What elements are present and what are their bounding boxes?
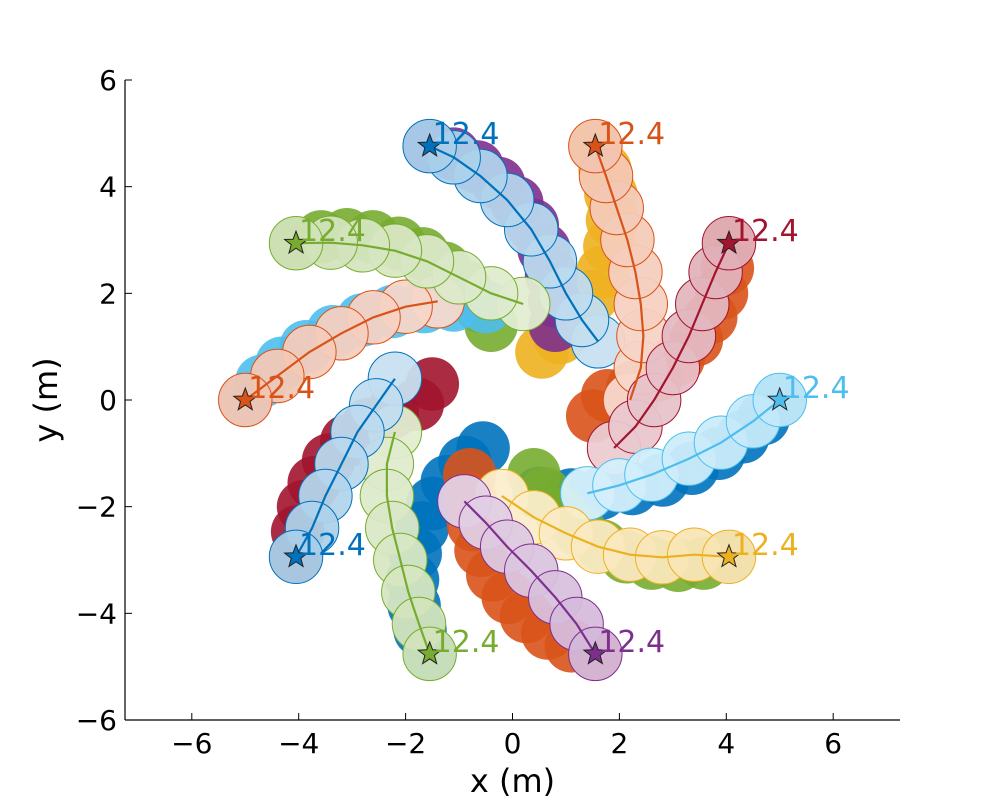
y-tick-label: −6 bbox=[76, 704, 117, 737]
trajectory-line bbox=[429, 145, 599, 342]
goal-star-marker bbox=[283, 543, 309, 568]
x-tick-label: 4 bbox=[717, 727, 735, 760]
time-label: 12.4 bbox=[598, 117, 665, 152]
time-label: 12.4 bbox=[433, 625, 500, 660]
x-tick-label: 2 bbox=[610, 727, 628, 760]
y-tick-label: −4 bbox=[76, 597, 117, 630]
trajectory-line bbox=[385, 431, 431, 655]
goal-star-marker bbox=[582, 132, 609, 157]
time-label: 12.4 bbox=[598, 625, 665, 660]
trajectory-line bbox=[594, 145, 645, 401]
time-label: 12.4 bbox=[433, 117, 500, 152]
x-tick-label: −2 bbox=[385, 727, 426, 760]
y-axis-ticks: −6 −4 −2 0 2 4 6 bbox=[76, 64, 132, 737]
time-labels-layer: 12.4 12.4 12.4 12.4 12.4 12.4 12.4 12.4 12.4 12.4 bbox=[248, 117, 849, 660]
time-label: 12.4 bbox=[732, 528, 799, 563]
trajectory-line bbox=[501, 495, 730, 559]
time-label: 12.4 bbox=[299, 528, 366, 563]
x-tick-label: −6 bbox=[171, 727, 212, 760]
trajectory-line bbox=[613, 242, 730, 449]
y-tick-label: 4 bbox=[99, 171, 117, 204]
goal-star-marker bbox=[716, 543, 742, 568]
y-tick-label: 6 bbox=[99, 64, 117, 97]
trajectory-line bbox=[295, 241, 524, 306]
goal-star-marker bbox=[716, 229, 742, 255]
goal-stars-layer bbox=[232, 132, 793, 665]
y-tick-label: −2 bbox=[76, 491, 117, 524]
goal-star-marker bbox=[232, 386, 259, 411]
trajectory-line bbox=[587, 399, 781, 495]
y-tick-label: 0 bbox=[99, 384, 117, 417]
y-tick-label: 2 bbox=[99, 277, 117, 310]
time-label: 12.4 bbox=[299, 214, 366, 249]
axes: −6 −4 −2 0 2 4 6 −6 −4 −2 0 2 4 6 x (m) y (m) bbox=[27, 64, 900, 800]
x-axis-ticks: −6 −4 −2 0 2 4 6 bbox=[171, 713, 842, 760]
time-label: 12.4 bbox=[783, 371, 850, 406]
x-axis-label: x (m) bbox=[470, 762, 555, 800]
trajectory-line bbox=[295, 378, 396, 558]
x-tick-label: 6 bbox=[824, 727, 842, 760]
goal-star-marker bbox=[582, 640, 609, 665]
y-axis-label: y (m) bbox=[27, 357, 65, 442]
trajectory-lines-layer bbox=[244, 145, 781, 655]
time-label: 12.4 bbox=[248, 371, 315, 406]
goal-star-marker bbox=[766, 386, 793, 411]
goal-star-marker bbox=[283, 229, 309, 255]
goal-star-marker bbox=[416, 132, 443, 157]
time-label: 12.4 bbox=[732, 214, 799, 249]
x-tick-label: −4 bbox=[278, 727, 319, 760]
goal-star-marker bbox=[416, 640, 443, 665]
trajectory-line bbox=[244, 300, 438, 401]
x-tick-label: 0 bbox=[504, 727, 522, 760]
trajectory-line bbox=[463, 500, 597, 655]
